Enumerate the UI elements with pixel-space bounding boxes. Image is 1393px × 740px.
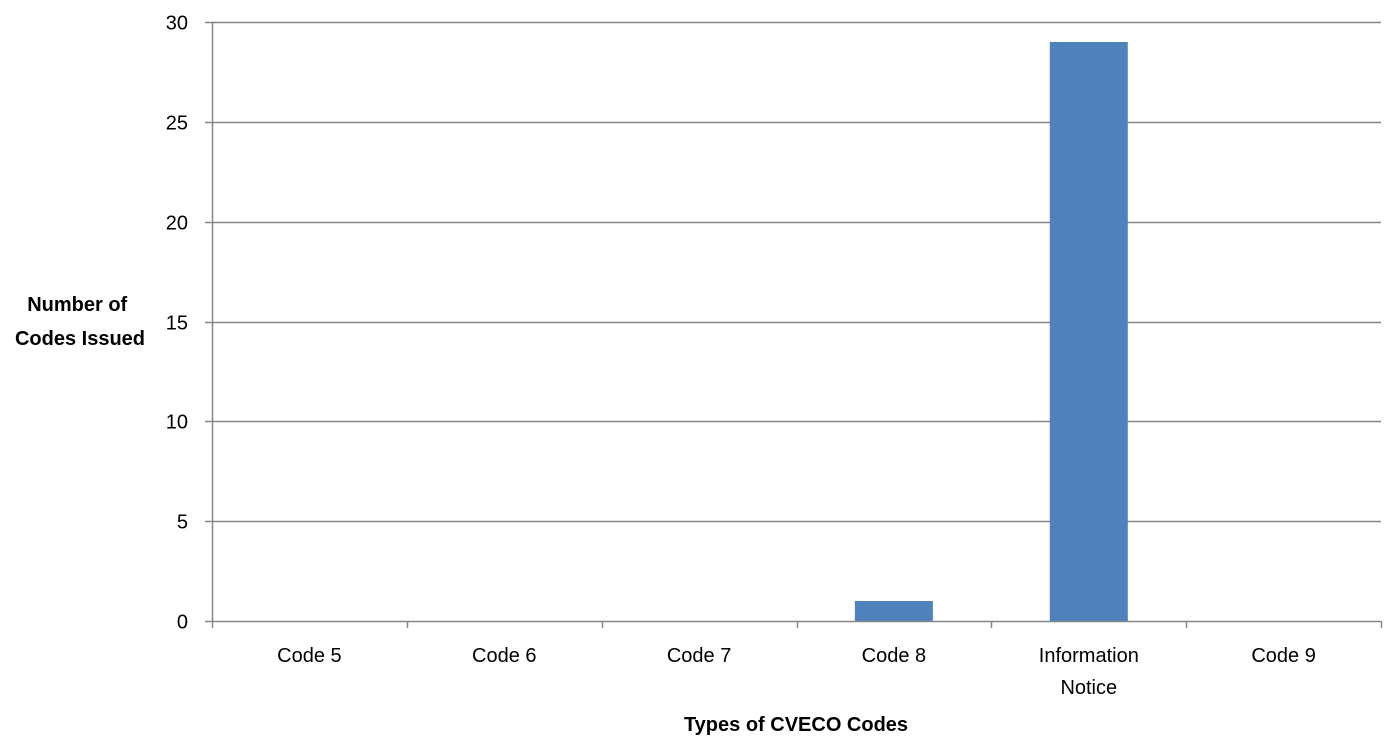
x-tick-label-line: Notice <box>1060 677 1117 699</box>
bars <box>854 42 1128 621</box>
y-tick-label: 5 <box>177 512 188 534</box>
bar <box>1049 42 1128 621</box>
x-tick-label: Information Notice <box>1039 645 1139 699</box>
y-tick-labels: 0 5 10 15 20 25 30 <box>166 13 188 634</box>
y-tick-label: 10 <box>166 412 188 434</box>
y-tick-label: 30 <box>166 13 188 35</box>
x-tick-label: Code 6 <box>472 645 537 667</box>
gridlines <box>212 21 1381 523</box>
x-tick-label-line: Code 6 <box>472 645 537 667</box>
y-tick-label: 25 <box>166 113 188 135</box>
x-tick-label: Code 5 <box>277 645 342 667</box>
y-axis-title-line-1: Number of <box>27 294 127 316</box>
x-tick-label: Code 8 <box>862 645 927 667</box>
y-tick-label: 15 <box>166 313 188 335</box>
x-tick-label-line: Code 5 <box>277 645 342 667</box>
y-axis-title: Number of Codes Issued <box>15 294 145 350</box>
x-tick-label: Code 9 <box>1251 645 1316 667</box>
x-tick-label-line: Code 8 <box>862 645 927 667</box>
y-axis-title-line-2: Codes Issued <box>15 328 145 350</box>
x-tick-label: Code 7 <box>667 645 732 667</box>
y-tick-label: 20 <box>166 213 188 235</box>
x-axis-title: Types of CVECO Codes <box>684 714 908 736</box>
axes <box>205 21 1383 628</box>
x-tick-label-line: Code 7 <box>667 645 732 667</box>
x-tick-labels: Code 5 Code 6 Code 7 Code 8 Information Notic… <box>277 645 1316 699</box>
x-tick-label-line: Information <box>1039 645 1139 667</box>
x-tick-label-line: Code 9 <box>1251 645 1316 667</box>
bar <box>854 601 933 621</box>
y-tick-label: 0 <box>177 612 188 634</box>
